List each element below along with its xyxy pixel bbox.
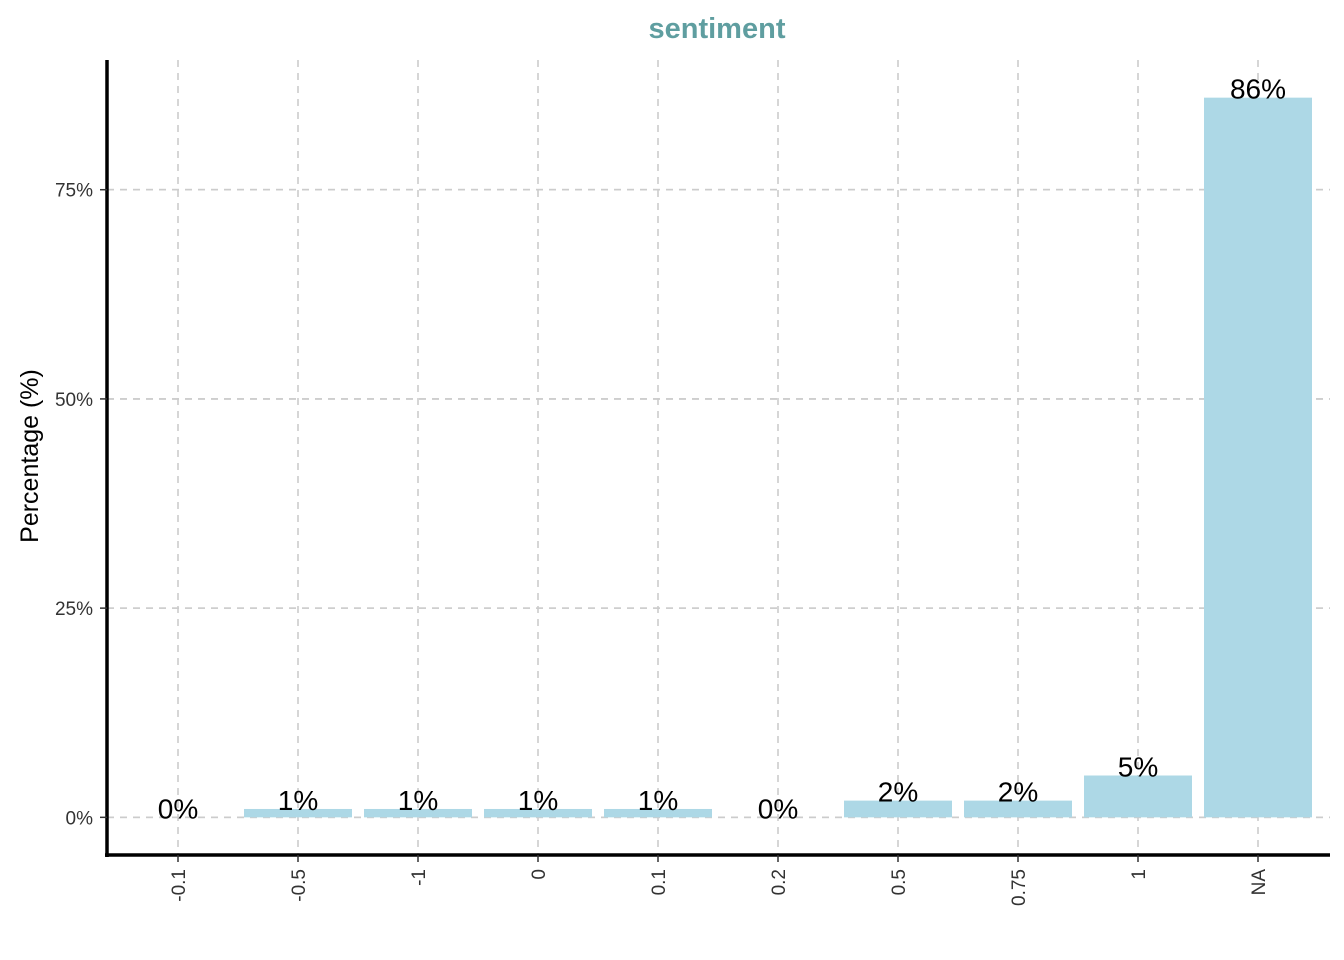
bar-labels: 0% 1% 1% 1% 1% 0% 2% 2% 5% 86% — [158, 74, 1286, 825]
bar-data-label: 1% — [398, 785, 438, 816]
bar-data-label: 1% — [518, 785, 558, 816]
x-tick-label: 0.75 — [1009, 869, 1030, 906]
x-tick-label: -1 — [409, 869, 430, 886]
x-tick-label: -0.5 — [289, 869, 310, 902]
y-tick-labels: 0% 25% 50% 75% — [55, 181, 107, 829]
x-tick-labels: -0.1 -0.5 -1 0 0.1 0.2 0.5 0.75 1 NA — [169, 855, 1270, 906]
y-tick-label: 0% — [66, 808, 94, 829]
bar-data-label: 1% — [638, 785, 678, 816]
y-tick-label: 25% — [55, 599, 93, 620]
bar — [244, 808, 352, 818]
bars — [244, 97, 1312, 818]
bar-data-label: 1% — [278, 785, 318, 816]
grid-lines — [107, 60, 1330, 855]
bar-data-label: 5% — [1118, 752, 1158, 783]
bar — [484, 808, 592, 818]
x-tick-label: 0 — [529, 869, 550, 880]
y-tick-label: 50% — [55, 390, 93, 411]
bar-data-label: 2% — [998, 777, 1038, 808]
x-tick-label: 1 — [1129, 869, 1150, 880]
x-tick-label: NA — [1249, 869, 1270, 896]
axes — [105, 60, 1330, 857]
x-tick-label: -0.1 — [169, 869, 190, 902]
x-tick-label: 0.1 — [649, 869, 670, 895]
chart-title: sentiment — [649, 13, 786, 45]
y-axis-title: Percentage (%) — [16, 369, 44, 543]
x-tick-label: 0.2 — [769, 869, 790, 895]
bar — [844, 800, 952, 818]
bar-data-label: 2% — [878, 777, 918, 808]
bar — [364, 808, 472, 818]
bar — [1204, 97, 1312, 818]
bar-data-label: 0% — [758, 793, 798, 824]
bar-data-label: 0% — [158, 793, 198, 824]
bar — [604, 808, 712, 818]
bar — [1084, 775, 1192, 818]
bar — [964, 800, 1072, 818]
bar-data-label: 86% — [1230, 74, 1286, 105]
y-tick-label: 75% — [55, 181, 93, 202]
x-tick-label: 0.5 — [889, 869, 910, 895]
